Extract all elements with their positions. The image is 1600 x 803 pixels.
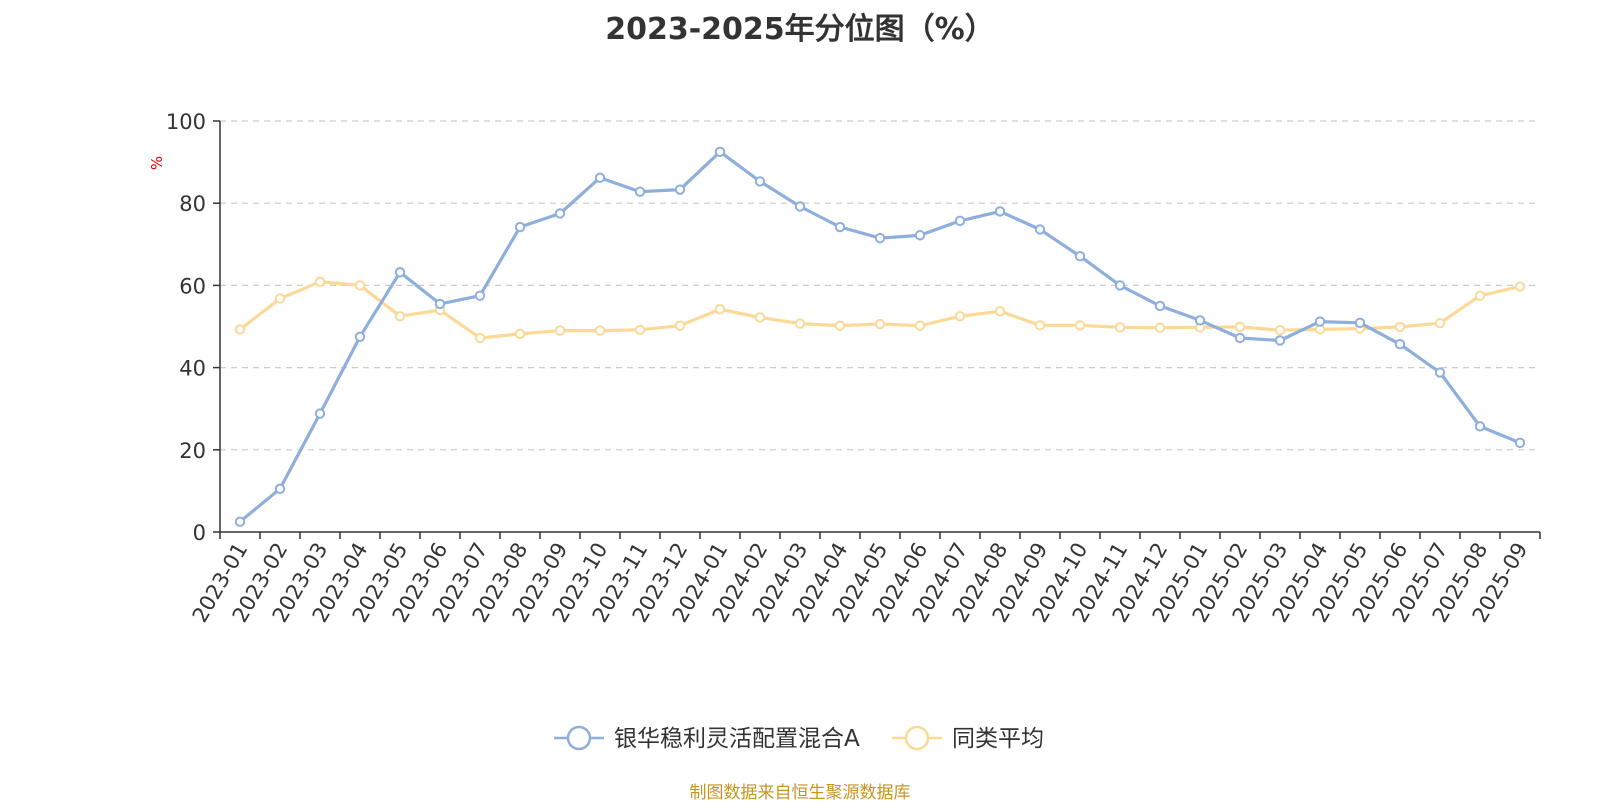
y-tick-label: 20 [179, 439, 206, 463]
data-point [314, 276, 326, 287]
legend-marker [566, 725, 592, 751]
grid-lines [220, 120, 1540, 451]
y-tick-label: 60 [179, 274, 206, 298]
legend-label[interactable]: 同类平均 [952, 726, 1044, 752]
axes: 020406080100%2023-012023-022023-032023-0… [148, 110, 1541, 626]
data-point [354, 280, 366, 291]
data-point [874, 318, 886, 330]
data-point [954, 215, 966, 227]
y-tick-label: 100 [166, 110, 206, 134]
data-point [674, 184, 686, 195]
data-point [1354, 317, 1366, 329]
data-point [794, 318, 806, 329]
data-point [1434, 367, 1446, 378]
data-point [1514, 281, 1526, 292]
data-point [1474, 421, 1486, 432]
data-point [794, 201, 806, 212]
data-point [234, 516, 246, 527]
data-point [914, 320, 926, 331]
data-point [394, 311, 406, 322]
y-tick-label: 80 [179, 192, 206, 216]
data-point [634, 324, 646, 335]
data-point [314, 408, 326, 419]
data-point [754, 176, 766, 187]
data-point [354, 331, 366, 342]
data-point [674, 320, 686, 331]
data-point [1074, 320, 1086, 331]
data-point [1034, 320, 1046, 331]
data-point [1154, 322, 1166, 333]
data-point [994, 306, 1006, 317]
data-point [1114, 280, 1126, 291]
data-point [554, 208, 566, 219]
legend-label[interactable]: 银华稳利灵活配置混合A [614, 726, 860, 752]
data-point [434, 298, 446, 310]
y-tick-label: 0 [193, 521, 206, 545]
data-point [514, 328, 526, 340]
source-note: 制图数据来自恒生聚源数据库 [689, 783, 911, 803]
data-point [594, 172, 606, 183]
data-point [1234, 332, 1246, 344]
y-axis-label: % [148, 156, 166, 170]
data-point [874, 232, 886, 244]
series-line [239, 280, 1521, 340]
data-point [914, 230, 926, 241]
data-point [1074, 251, 1086, 262]
data-point [714, 146, 726, 158]
data-point [594, 325, 606, 336]
data-point [754, 312, 766, 323]
data-point [274, 293, 286, 304]
data-point [474, 332, 486, 344]
data-point [1234, 321, 1246, 333]
data-point [954, 311, 966, 322]
data-point [514, 221, 526, 233]
data-point [1154, 300, 1166, 312]
legend-marker [904, 725, 930, 751]
data-point [714, 304, 726, 315]
series-lines [234, 146, 1526, 527]
data-point [274, 483, 286, 495]
data-point [474, 290, 486, 301]
data-point [1394, 338, 1406, 350]
data-point [834, 320, 846, 331]
data-point [1394, 321, 1406, 333]
data-point [834, 221, 846, 233]
data-point [634, 186, 646, 197]
data-point [1274, 324, 1286, 336]
data-point [234, 324, 246, 335]
data-point [1314, 316, 1326, 327]
data-point [1514, 437, 1526, 449]
data-point [994, 206, 1006, 217]
legend: 银华稳利灵活配置混合A 同类平均 [554, 725, 1044, 752]
data-point [1114, 322, 1126, 333]
data-point [554, 325, 566, 336]
series-line [238, 150, 1521, 523]
data-point [1194, 315, 1206, 326]
data-point [394, 267, 406, 278]
data-point [1274, 335, 1286, 346]
data-point [1034, 224, 1046, 235]
y-tick-label: 40 [179, 357, 206, 381]
chart-title: 2023-2025年分位图（%） [605, 12, 995, 47]
data-point [1434, 318, 1446, 329]
data-point [1474, 290, 1486, 301]
